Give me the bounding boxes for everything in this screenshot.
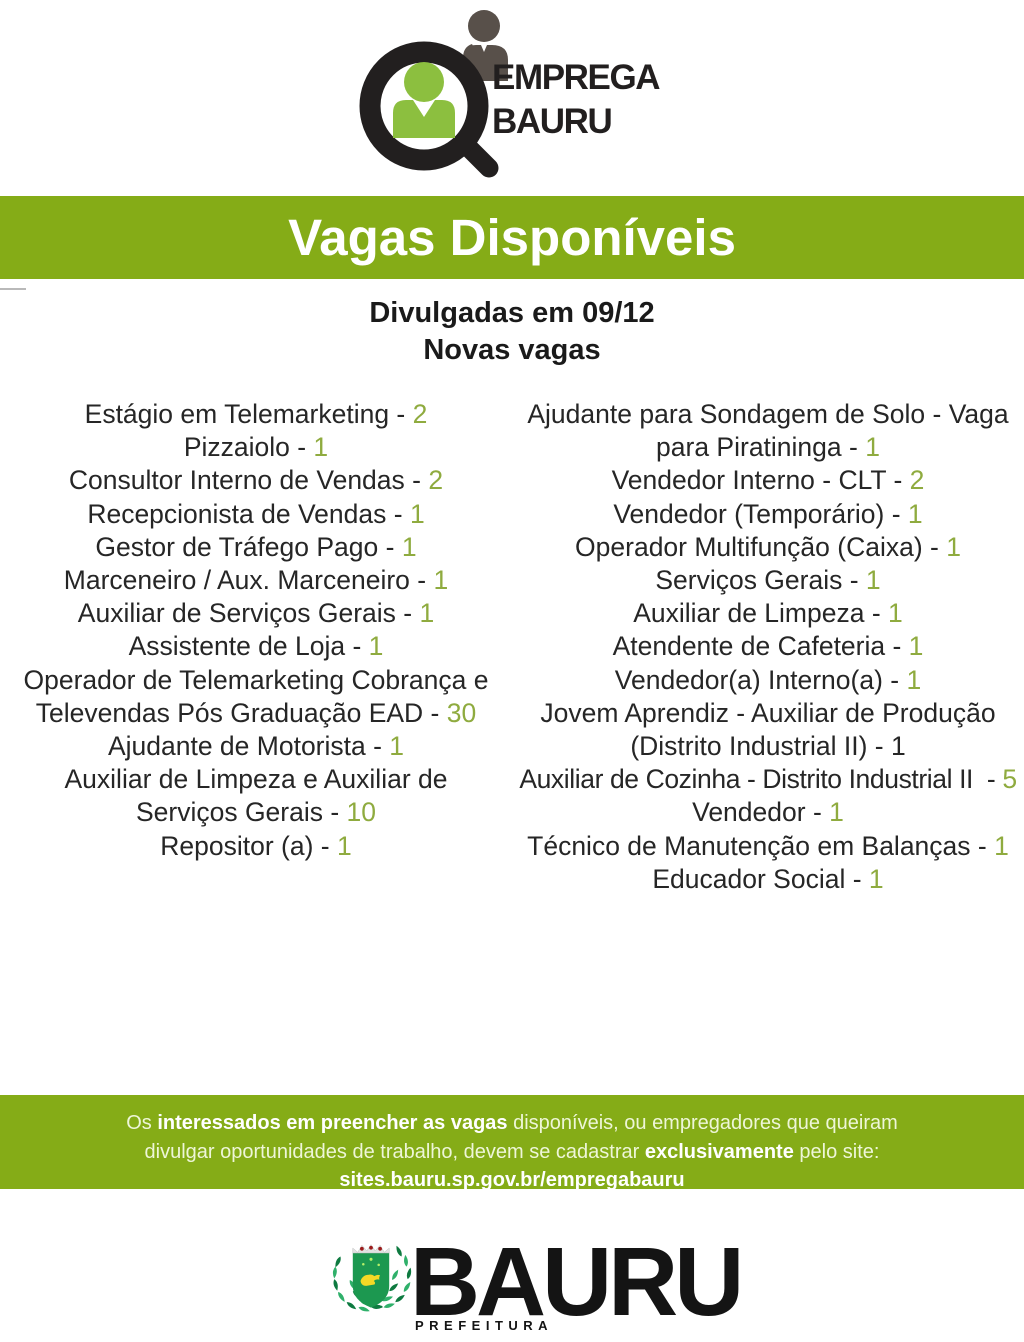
svg-text:BAURU: BAURU: [492, 102, 612, 141]
svg-text:PREFEITURA: PREFEITURA: [415, 1318, 553, 1333]
svg-text:EMPREGA: EMPREGA: [492, 58, 660, 97]
